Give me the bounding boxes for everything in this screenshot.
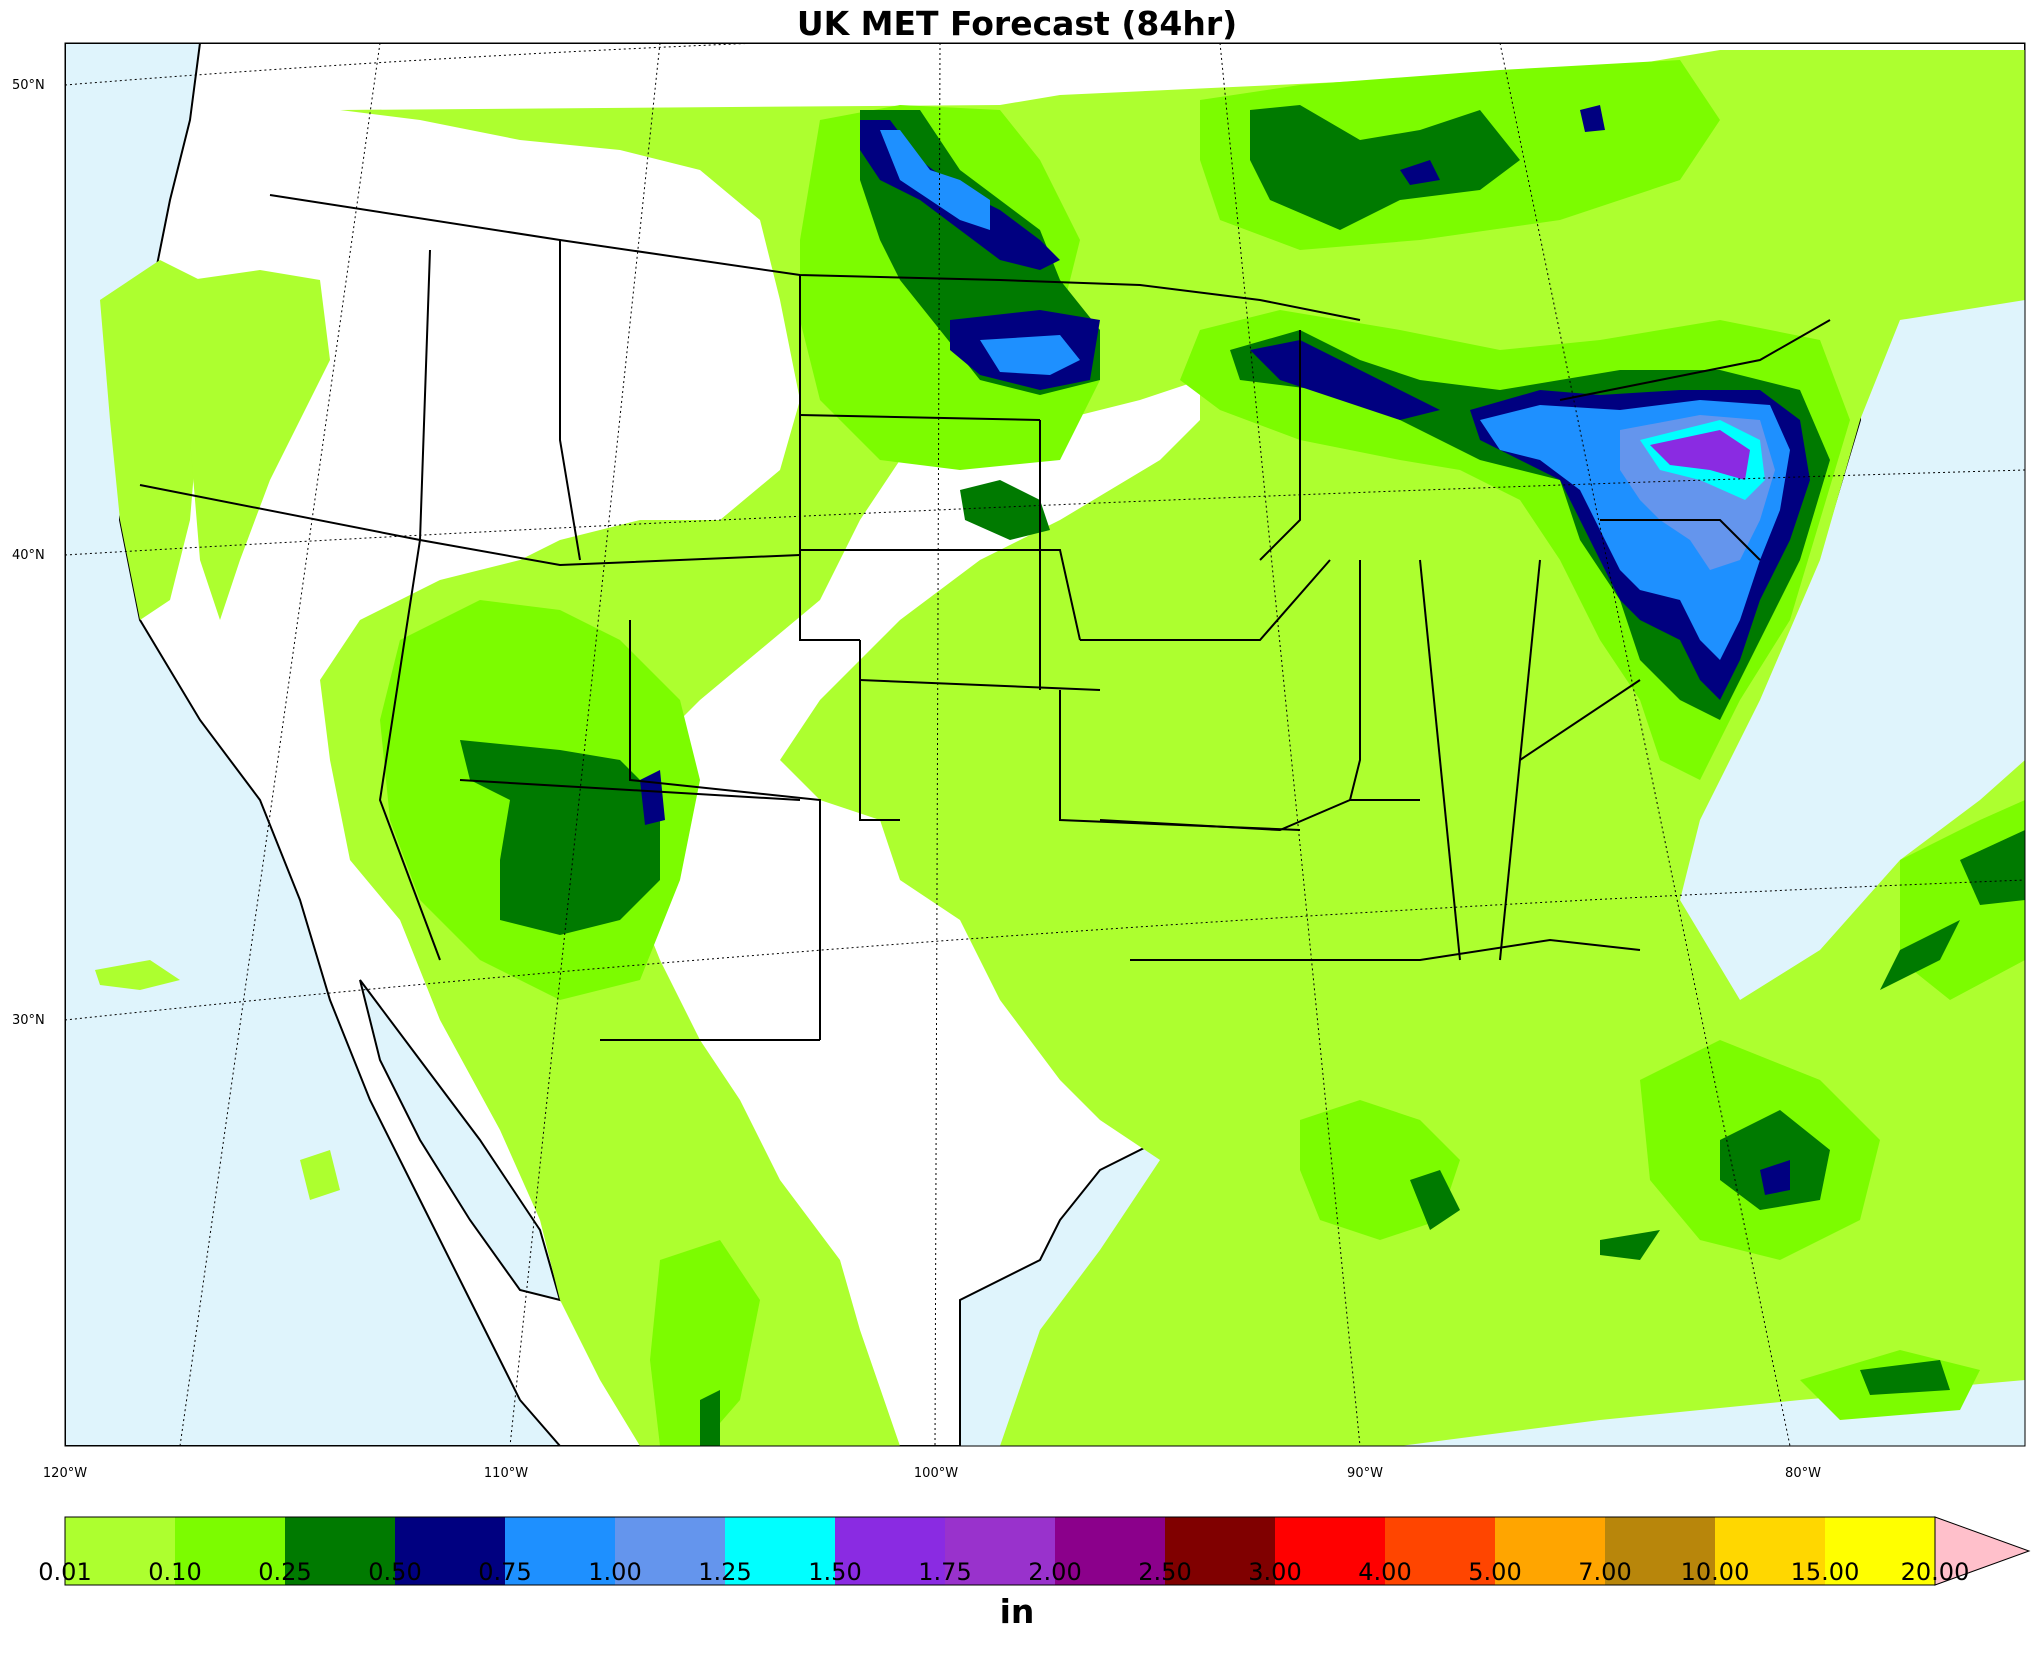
- graticule: [65, 43, 2025, 1446]
- colorbar-tick-label: 1.75: [918, 1558, 972, 1586]
- colorbar-segment: [725, 1517, 835, 1585]
- colorbar-tick-label: 7.00: [1578, 1558, 1632, 1586]
- colorbar-segment: [1165, 1517, 1275, 1585]
- lat-label-40: 40°N: [12, 548, 45, 563]
- colorbar-unit-label: in: [999, 1592, 1035, 1631]
- lon-label-120: 120°W: [42, 1466, 88, 1481]
- colorbar-tick-label: 2.50: [1138, 1558, 1192, 1586]
- colorbar-segment: [1715, 1517, 1825, 1585]
- colorbar-tick-label: 10.00: [1680, 1558, 1750, 1586]
- colorbar-segment: [945, 1517, 1055, 1585]
- colorbar-segment: [1495, 1517, 1605, 1585]
- lat-label-30: 30°N: [12, 1013, 45, 1028]
- colorbar-segment: [1385, 1517, 1495, 1585]
- map-title: UK MET Forecast (84hr): [796, 4, 1238, 43]
- colorbar-segment: [1605, 1517, 1715, 1585]
- colorbar-segment: [1275, 1517, 1385, 1585]
- colorbar-tick-label: 1.25: [698, 1558, 752, 1586]
- colorbar-outline: [64, 1516, 1936, 1586]
- lon-label-90: 90°W: [1347, 1466, 1383, 1481]
- colorbar-segment: [835, 1517, 945, 1585]
- precip-1-50: [1650, 430, 1750, 480]
- colorbar-tick-label: 4.00: [1358, 1558, 1412, 1586]
- colorbar-segment: [175, 1517, 285, 1585]
- lon-label-80: 80°W: [1785, 1466, 1821, 1481]
- lon-label-110: 110°W: [483, 1466, 529, 1481]
- colorbar-segment: [505, 1517, 615, 1585]
- colorbar-segment: [395, 1517, 505, 1585]
- colorbar-tick-label: 0.01: [38, 1558, 92, 1586]
- colorbar-tick-label: 5.00: [1468, 1558, 1522, 1586]
- colorbar-tick-label: 0.50: [368, 1558, 422, 1586]
- colorbar-tick-label: 15.00: [1790, 1558, 1860, 1586]
- colorbar-tick-label: 0.10: [148, 1558, 202, 1586]
- lon-label-100: 100°W: [913, 1466, 959, 1481]
- colorbar-tick-label: 3.00: [1248, 1558, 1302, 1586]
- colorbar-tick-label: 2.00: [1028, 1558, 1082, 1586]
- colorbar-segment: [1055, 1517, 1165, 1585]
- lat-label-50: 50°N: [12, 78, 45, 93]
- colorbar-tick-label: 0.75: [478, 1558, 532, 1586]
- colorbar-tick-label: 20.00: [1900, 1558, 1970, 1586]
- state-borders: [139, 194, 1831, 1041]
- colorbar-segment: [65, 1517, 175, 1585]
- map-frame: [64, 42, 2026, 1447]
- colorbar-tick-label: 0.25: [258, 1558, 312, 1586]
- colorbar-tick-label: 1.00: [588, 1558, 642, 1586]
- baja-coast: [359, 979, 562, 1302]
- colorbar-segment: [1825, 1517, 1935, 1585]
- colorbar-segment: [285, 1517, 395, 1585]
- colorbar-tick-label: 1.50: [808, 1558, 862, 1586]
- colorbar-segment: [615, 1517, 725, 1585]
- pacific-coast: [65, 43, 562, 1446]
